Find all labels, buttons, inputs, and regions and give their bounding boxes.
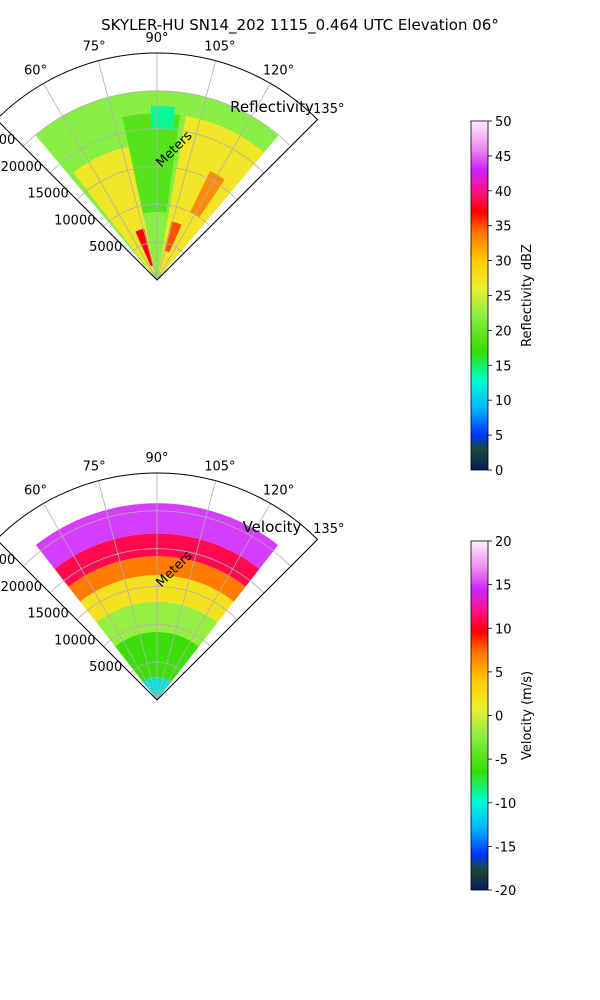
azimuth-tick-label: 60° — [24, 64, 47, 79]
colorbar-tick-label: 10 — [495, 394, 512, 409]
range-tick-label: 20000 — [1, 160, 42, 175]
range-tick-label: 25000 — [0, 553, 15, 568]
range-tick-label: 25000 — [0, 133, 15, 148]
data-cell — [54, 533, 260, 587]
range-tick-label: 10000 — [54, 213, 95, 228]
range-ring — [76, 586, 238, 621]
colorbar — [470, 540, 489, 891]
colorbar-label: Reflectivity dBZ — [520, 244, 535, 347]
colorbar — [470, 120, 489, 471]
data-cell — [135, 228, 154, 267]
azimuth-tick-label: 135° — [313, 102, 344, 117]
azimuth-tick-label: 90° — [145, 31, 168, 46]
colorbar-tick-label: 30 — [495, 255, 512, 270]
range-ring — [49, 548, 265, 594]
range-tick-label: 15000 — [27, 607, 68, 622]
colorbar-tick-label: -10 — [495, 797, 516, 812]
range-tick-label: 15000 — [27, 187, 68, 202]
colorbar-tick-label: 5 — [495, 429, 503, 444]
colorbar-tick-label: 20 — [495, 535, 512, 550]
colorbar-tick-label: 15 — [495, 579, 512, 594]
panel-title: Velocity — [243, 518, 302, 536]
range-ring — [129, 661, 185, 674]
range-tick-label: 5000 — [89, 240, 122, 255]
colorbar-tick-label: 10 — [495, 622, 512, 637]
polar-frame — [0, 472, 319, 701]
colorbar-tick-label: 50 — [495, 115, 512, 130]
colorbar-tick-label: 20 — [495, 324, 512, 339]
azimuth-tick-label: 105° — [204, 459, 235, 474]
range-tick-label: 20000 — [1, 580, 42, 595]
azimuth-tick-label: 60° — [24, 484, 47, 499]
colorbar-tick-label: 15 — [495, 359, 512, 374]
polar-frame — [0, 52, 319, 281]
range-ring — [22, 510, 292, 567]
colorbar-tick-label: 25 — [495, 290, 512, 305]
colorbar-tick-label: 0 — [495, 710, 503, 725]
colorbar-tick-label: 0 — [495, 464, 503, 479]
data-cell — [68, 556, 246, 602]
page-title: SKYLER-HU SN14_202 1115_0.464 UTC Elevat… — [101, 16, 499, 34]
azimuth-tick-label: 75° — [83, 39, 106, 54]
range-tick-label: 5000 — [89, 660, 122, 675]
reflectivity-panel: 60° 75° 90° 105° 120° 135° 5000 10000 15000 20000… — [0, 31, 535, 479]
data-cell — [150, 105, 176, 130]
colorbar-tick-label: 5 — [495, 666, 503, 681]
data-cell — [122, 113, 181, 214]
range-ring — [76, 166, 238, 201]
data-cell — [164, 221, 182, 253]
range-tick-label: 10000 — [54, 633, 95, 648]
colorbar-label: Velocity (m/s) — [520, 671, 535, 760]
azimuth-tick-label: 135° — [313, 522, 344, 537]
colorbar-tick-label: -15 — [495, 840, 516, 855]
velocity-panel: 60° 75° 90° 105° 120° 135° 5000 10000 15000 20000… — [0, 451, 535, 899]
range-ring — [103, 204, 211, 227]
range-ring — [49, 128, 265, 174]
azimuth-tick-label: 75° — [83, 459, 106, 474]
panel-title: Reflectivity — [230, 98, 314, 116]
colorbar-tick-label: -20 — [495, 884, 516, 899]
colorbar-tick-label: 40 — [495, 185, 512, 200]
range-ring — [22, 90, 292, 147]
azimuth-tick-label: 90° — [145, 451, 168, 466]
azimuth-tick-label: 120° — [263, 484, 294, 499]
azimuth-tick-label: 105° — [204, 39, 235, 54]
data-cell — [35, 503, 279, 569]
range-ring — [129, 241, 185, 254]
azimuth-tick-label: 120° — [263, 64, 294, 79]
colorbar-tick-label: 35 — [495, 220, 512, 235]
colorbar-tick-label: 45 — [495, 150, 512, 165]
colorbar-tick-label: -5 — [495, 753, 508, 768]
range-ring — [103, 624, 211, 647]
